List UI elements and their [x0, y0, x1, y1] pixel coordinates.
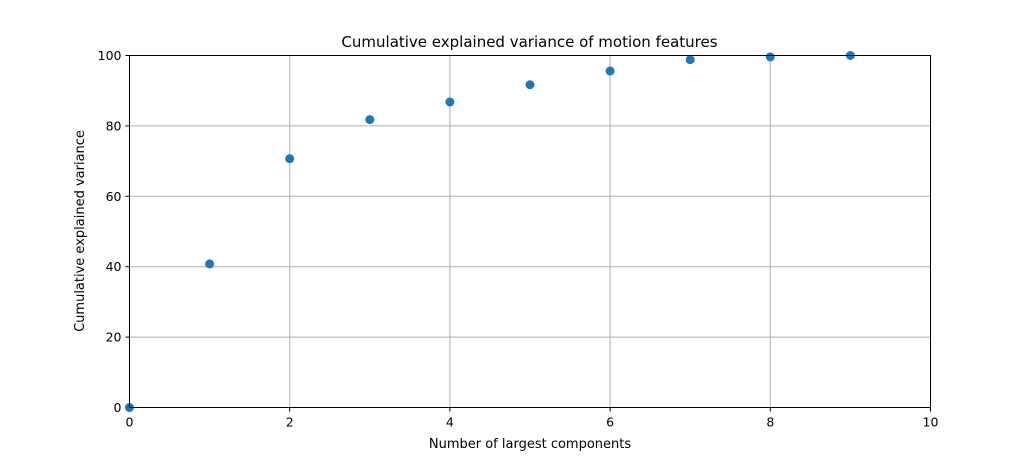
y-tick-label: 60 — [106, 189, 122, 204]
y-tick-label: 20 — [106, 330, 122, 345]
data-point — [685, 55, 695, 65]
grid-lines — [129, 55, 931, 408]
x-tick-label: 4 — [446, 415, 454, 430]
data-point — [205, 259, 215, 269]
x-tick-label: 0 — [126, 415, 134, 430]
x-tick-label: 10 — [923, 415, 939, 430]
y-tick-label: 80 — [106, 118, 122, 133]
x-tick-label: 2 — [286, 415, 294, 430]
y-tick-label: 100 — [98, 48, 122, 63]
data-point — [445, 97, 455, 107]
y-tick-label: 40 — [106, 259, 122, 274]
x-axis-label: Number of largest components — [429, 437, 632, 452]
x-tick-label: 6 — [606, 415, 614, 430]
data-points — [125, 51, 855, 412]
data-point — [605, 66, 615, 76]
data-point — [525, 80, 535, 90]
data-point — [285, 154, 295, 164]
x-tick-label: 8 — [766, 415, 774, 430]
chart-title: Cumulative explained variance of motion … — [341, 33, 717, 51]
y-tick-label: 0 — [114, 400, 122, 415]
data-point — [365, 115, 375, 125]
data-point — [765, 52, 775, 62]
plot-area-frame — [129, 55, 931, 408]
y-axis-label: Cumulative explained variance — [73, 130, 88, 332]
